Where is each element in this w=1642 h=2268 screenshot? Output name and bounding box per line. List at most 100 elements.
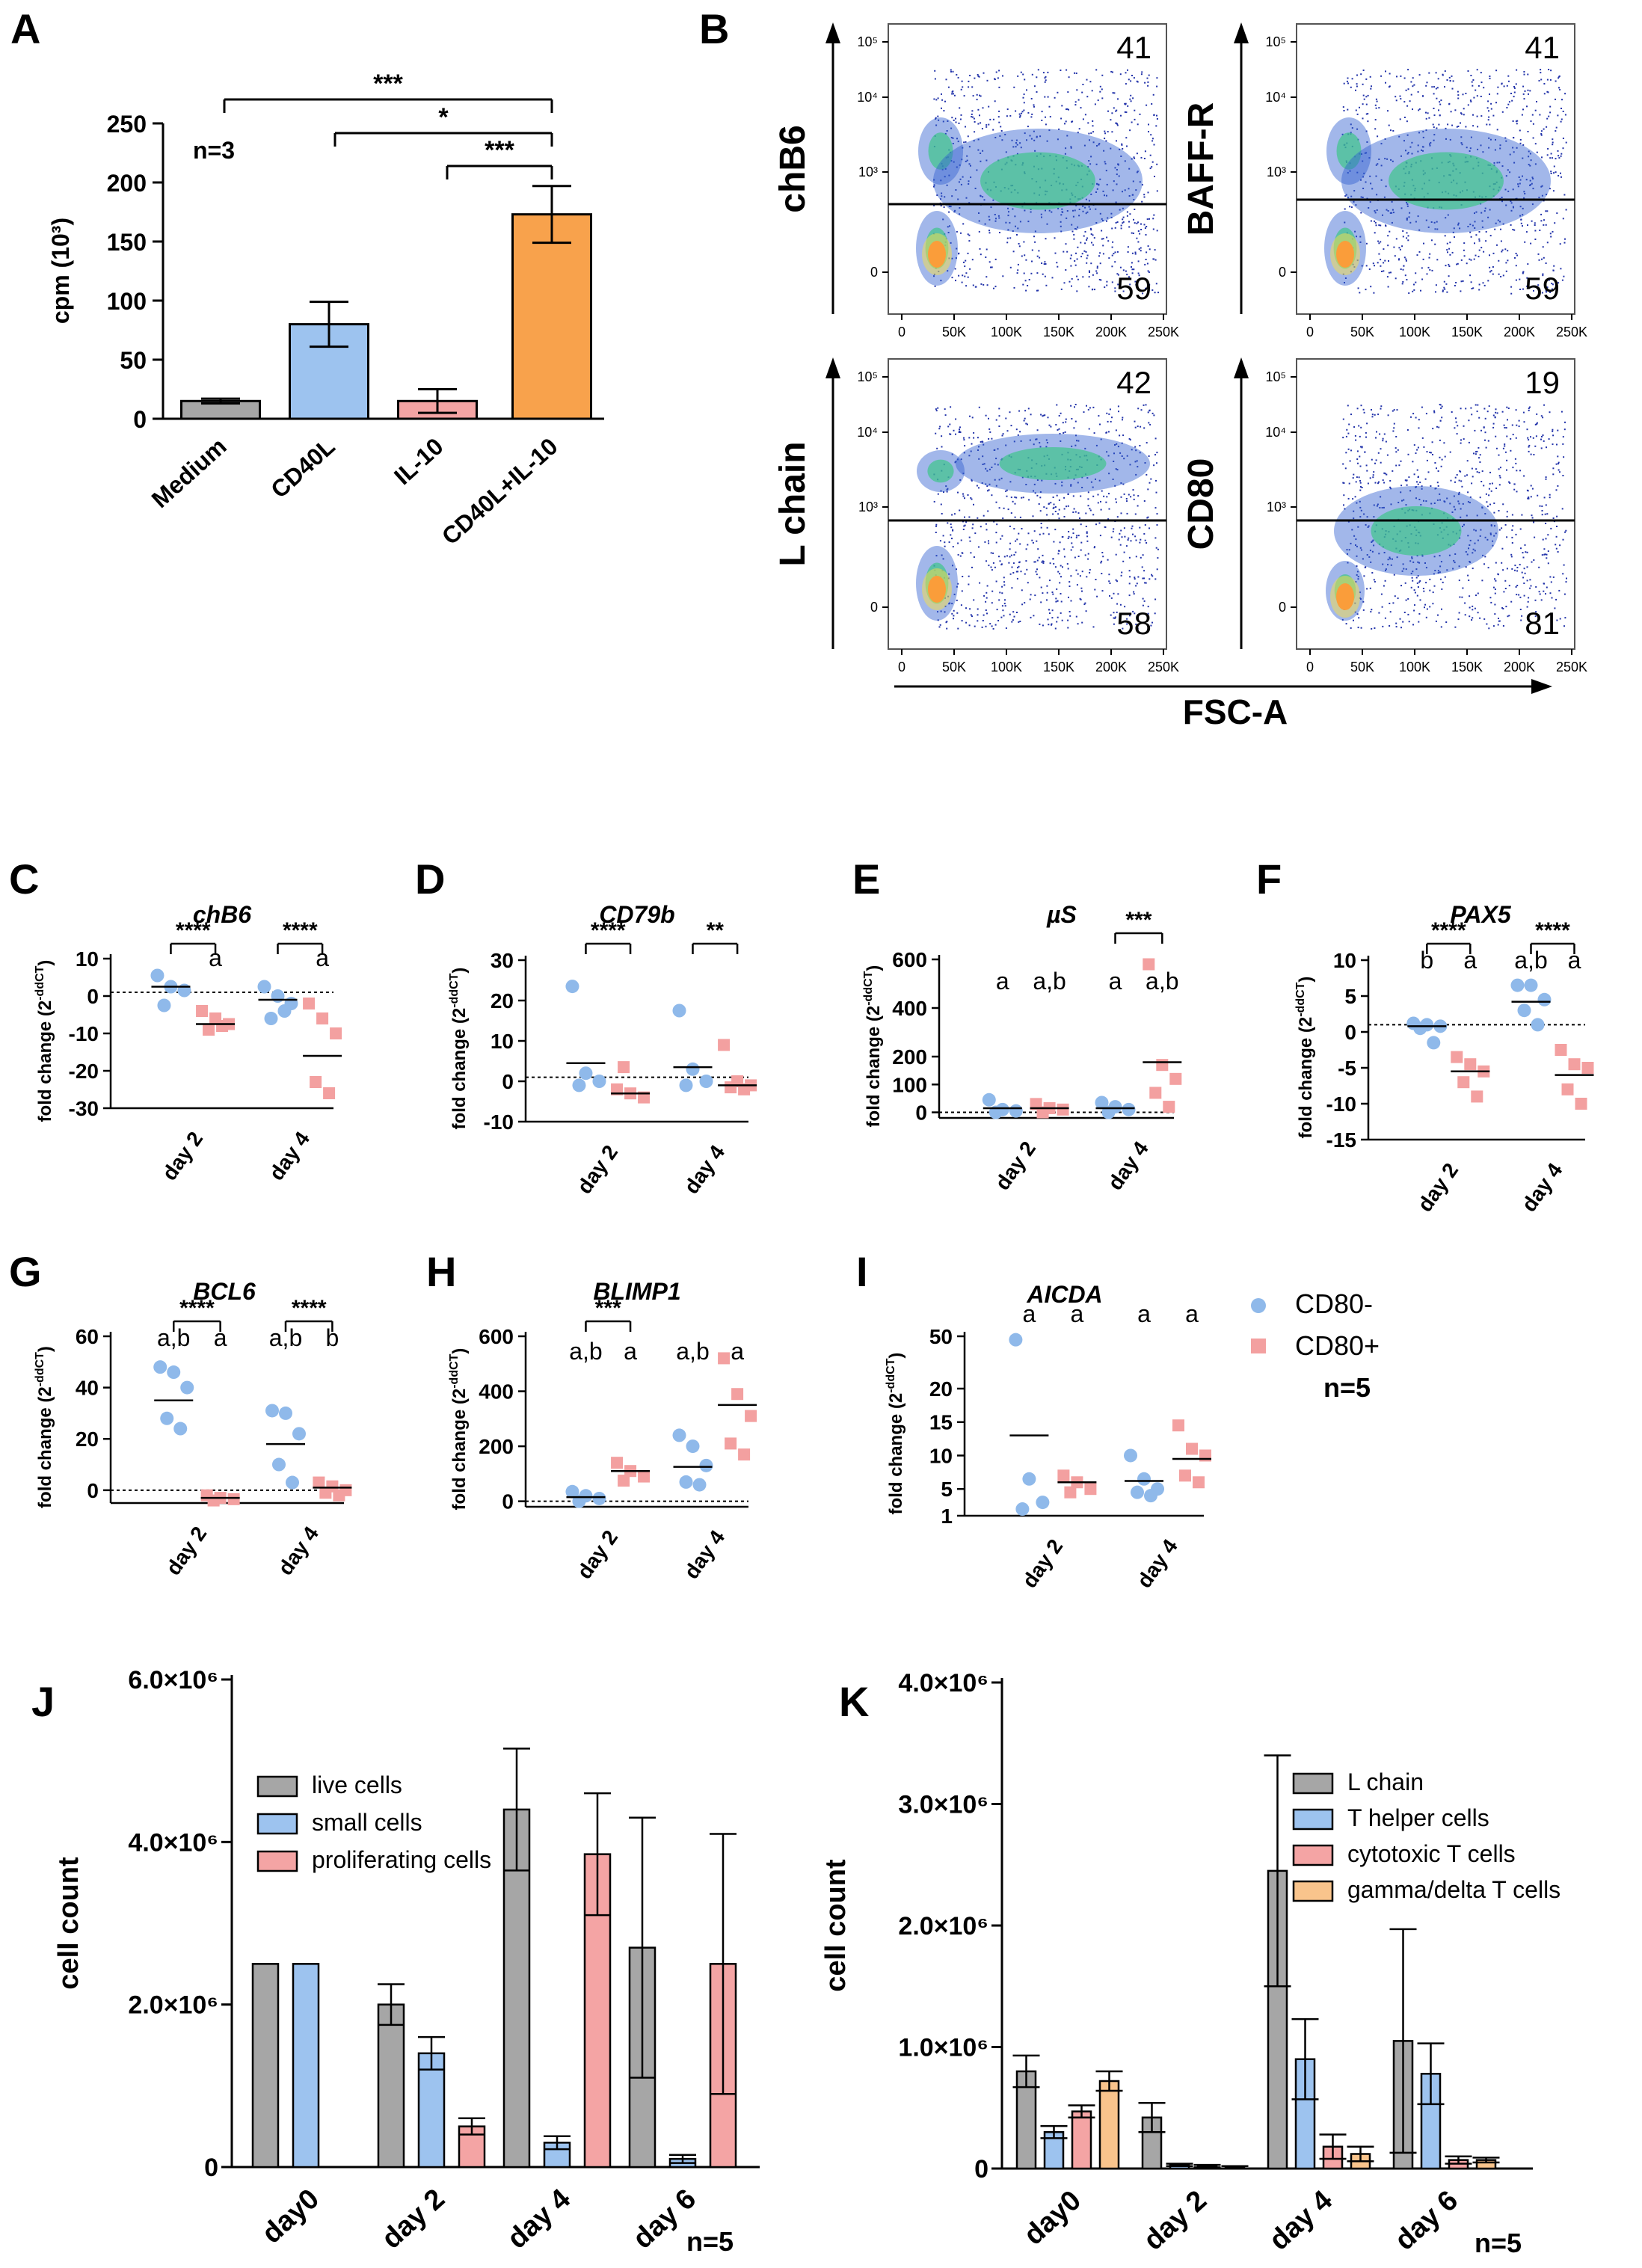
event-dot [1502,503,1504,505]
event-dot [1365,436,1367,438]
event-dot [1403,117,1406,118]
event-dot [1061,481,1063,483]
event-dot [1522,108,1524,111]
event-dot [1482,282,1484,284]
event-dot [1148,287,1150,289]
marker-label: CD80 [1181,458,1221,550]
event-dot [1472,552,1474,554]
y-tick-label: 200 [479,1435,514,1458]
event-dot [1070,254,1072,256]
event-dot [988,540,989,542]
event-dot [1508,615,1510,617]
event-dot [1376,431,1377,433]
event-dot [1142,292,1144,295]
event-dot [1386,473,1388,476]
event-dot [1044,96,1046,98]
event-dot [1034,150,1036,152]
event-dot [1383,248,1385,251]
event-dot [1512,188,1514,191]
event-dot [1488,116,1490,118]
event-dot [1102,190,1104,192]
event-dot [1101,552,1104,553]
event-dot [1117,163,1119,165]
event-dot [1085,526,1087,527]
event-dot [945,621,947,624]
event-dot [1557,114,1559,117]
event-dot [1522,144,1525,146]
y-tick-label: -10 [484,1110,514,1134]
event-dot [1154,537,1157,539]
event-dot [980,153,982,154]
event-dot [1147,84,1149,87]
event-dot [1367,113,1369,115]
event-dot [1453,559,1455,562]
event-dot [1373,579,1375,581]
event-dot [1087,553,1089,555]
event-dot [1145,582,1147,584]
event-dot [973,503,974,505]
event-dot [1549,79,1552,81]
event-dot [1122,290,1125,292]
event-dot [1508,481,1510,483]
event-dot [1543,440,1545,442]
event-dot [1372,476,1374,479]
event-dot [1371,627,1373,630]
event-dot [1442,73,1444,76]
event-dot [1125,545,1128,547]
event-dot [1476,471,1478,473]
event-dot [1129,213,1131,215]
event-dot [1371,188,1374,190]
event-dot [1017,227,1019,230]
event-dot [1021,255,1023,257]
event-dot [1426,608,1428,610]
event-dot [993,520,995,523]
event-dot [1130,496,1132,498]
event-dot [1542,273,1544,275]
event-dot [1018,565,1020,568]
event-dot [1371,540,1374,542]
event-dot [1343,494,1345,497]
event-dot [1528,150,1530,153]
event-dot [1483,563,1485,565]
event-dot [1472,114,1474,116]
event-dot [1006,430,1009,432]
event-dot [1546,242,1549,244]
event-dot [1071,277,1073,280]
event-dot [1012,572,1015,574]
cd80neg-dot [982,1092,996,1107]
event-dot [1111,246,1113,248]
event-dot [968,624,971,627]
event-dot [952,70,954,73]
event-dot [959,207,961,209]
event-dot [1048,503,1050,505]
event-dot [941,168,944,170]
x-tick-label: day 2 [1413,1159,1463,1216]
event-dot [1490,270,1492,272]
event-dot [1460,280,1463,283]
event-dot [1460,516,1462,518]
event-dot [1383,262,1385,264]
event-dot [1500,240,1502,242]
event-dot [1120,529,1122,532]
event-dot [1104,194,1105,197]
cd80neg-dot [279,1406,292,1420]
event-dot [1140,409,1143,411]
upper-percent: 19 [1525,365,1560,400]
event-dot [1560,118,1563,120]
event-dot [946,130,948,132]
event-dot [942,120,944,123]
event-dot [1418,132,1420,134]
event-dot [938,428,941,430]
event-dot [956,230,958,233]
event-dot [995,419,997,421]
y-tick-label: 0 [1279,265,1286,280]
event-dot [935,410,938,412]
event-dot [957,141,959,143]
cd80neg-dot [257,980,271,994]
event-dot [1004,599,1006,601]
event-dot [1107,431,1110,433]
cd80pos-dot [738,1448,751,1461]
event-dot [1516,594,1518,596]
event-dot [1564,617,1566,619]
event-dot [1381,507,1383,508]
